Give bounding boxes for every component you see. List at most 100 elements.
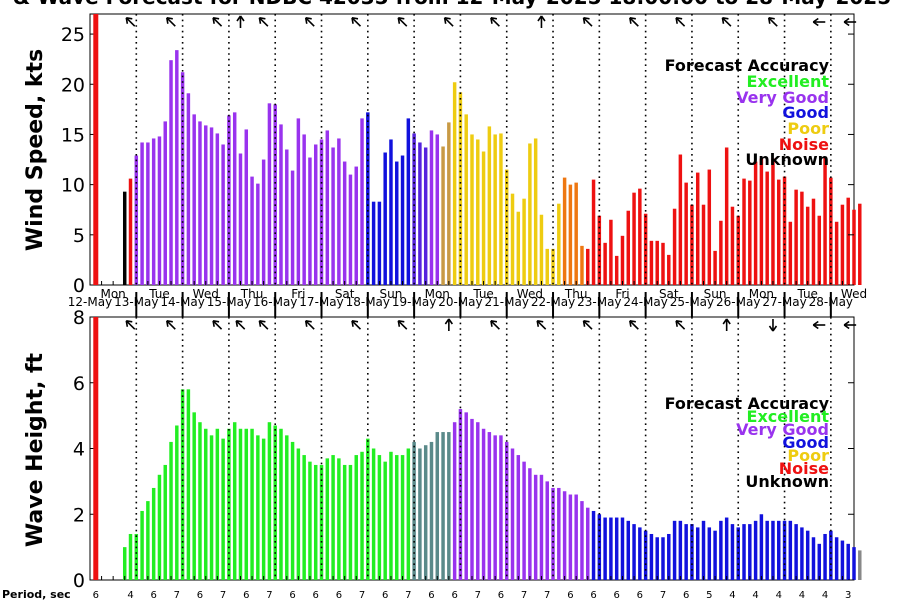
wave-bar [777,520,781,580]
period-value: 6 [451,590,457,600]
wave-bar [719,520,723,580]
wave-direction-arrow-icon [768,319,778,332]
wind-bar [695,172,700,285]
period-value: 4 [799,590,805,600]
wave-bar [290,441,295,580]
day-of-week-label: Thu [564,287,588,301]
wave-bar [308,461,312,580]
wave-bar [221,438,225,580]
day-of-week-label: Wed [841,287,867,301]
wave-legend-noise: Noise [779,459,829,478]
wave-direction-arrow-icon [582,319,593,330]
wave-bar [279,428,283,580]
wave-bar [435,432,440,580]
day-of-week-label: Sat [659,287,679,301]
wind-bar [128,178,133,285]
wave-bar [319,464,324,580]
wind-bar [632,192,636,285]
wind-direction-arrow-icon [537,15,546,28]
wind-bar [238,153,243,285]
wave-bar [516,455,521,580]
wave-legend-title: Forecast Accuracy [665,394,830,413]
wind-bar [325,130,330,285]
wind-bar [366,112,370,285]
wind-bar [649,240,654,285]
period-value: 6 [614,590,620,600]
wind-bar [562,177,567,285]
wind-direction-arrow-icon [490,16,500,27]
period-value: 4 [729,590,735,600]
wave-now-line [93,317,99,580]
wind-bar [360,118,364,285]
wave-bar [528,468,532,580]
wave-bar [406,448,411,580]
wave-bar [834,537,839,580]
wind-bar [528,143,532,285]
wind-direction-arrow-icon [675,16,686,27]
wave-bar [163,464,167,580]
wind-bar [667,254,671,285]
wind-bar [319,139,324,285]
wind-legend: Forecast Accuracy Excellent Very Good Go… [665,56,830,169]
wind-bar [522,198,526,285]
wave-direction-arrow-icon [397,319,408,330]
wave-direction-arrow-icon [629,319,639,330]
day-of-week-label: Mon [100,287,125,301]
wind-bar [487,126,492,285]
wave-bar [782,520,787,580]
wind-bar [256,183,260,285]
wave-bar [302,455,306,580]
period-label: Period, sec [2,588,71,600]
period-value: 4 [127,590,133,600]
wind-bar [499,133,503,285]
wave-direction-arrow-icon [235,319,246,330]
wave-bar [632,524,636,580]
wind-direction-arrow-icon [443,16,454,27]
wave-bar [626,520,631,580]
wind-legend-unknown: Unknown [745,150,829,169]
wind-bar [267,103,272,285]
period-value: 7 [544,590,550,600]
wind-bar [805,206,810,285]
wave-bar [157,474,162,580]
wave-bar [759,514,764,580]
period-value: 6 [313,590,319,600]
wave-bar [724,517,729,580]
wind-direction-arrow-icon [812,17,826,27]
day-of-week-label: Wed [193,287,219,301]
wind-bar [221,144,225,285]
wave-bar [568,494,573,580]
wind-bar [846,197,850,285]
wave-bar [331,455,335,580]
day-of-week-label: Sun [380,287,403,301]
day-of-week-label: Tue [796,287,818,301]
wave-bar [522,461,526,580]
wind-bar [412,133,416,285]
wave-bar [215,428,220,580]
wave-bar [285,435,289,580]
wave-direction-arrow-icon [125,319,136,330]
wind-bar [279,124,283,285]
wind-bar [400,155,405,285]
wave-direction-arrows [125,318,857,332]
wind-bar [418,142,422,285]
wind-bar [707,169,712,285]
wind-bar [175,50,179,285]
wind-bar [620,235,625,285]
wave-bar [192,412,196,580]
wind-direction-arrow-icon [212,16,223,27]
wave-bar [175,425,179,580]
wave-bar [800,527,804,580]
wave-bar [342,464,347,580]
wave-y-tick-label: 4 [73,439,85,461]
wave-periods: 6 4 6 7 6 7 6 7 6 6 6 7 6 7 6 6 7 6 7 7 6 6 6 6 7 6 5 4 4 4 4 4 3 [93,590,852,600]
wave-bar [232,422,237,580]
wind-direction-arrow-icon [125,16,136,27]
period-value: 4 [776,590,782,600]
period-value: 6 [428,590,434,600]
wave-bar [296,448,301,580]
wind-bar [250,176,254,285]
wave-bar [620,517,625,580]
wave-bar [667,533,671,580]
wave-legend: Forecast Accuracy Excellent Very Good Go… [665,394,830,491]
